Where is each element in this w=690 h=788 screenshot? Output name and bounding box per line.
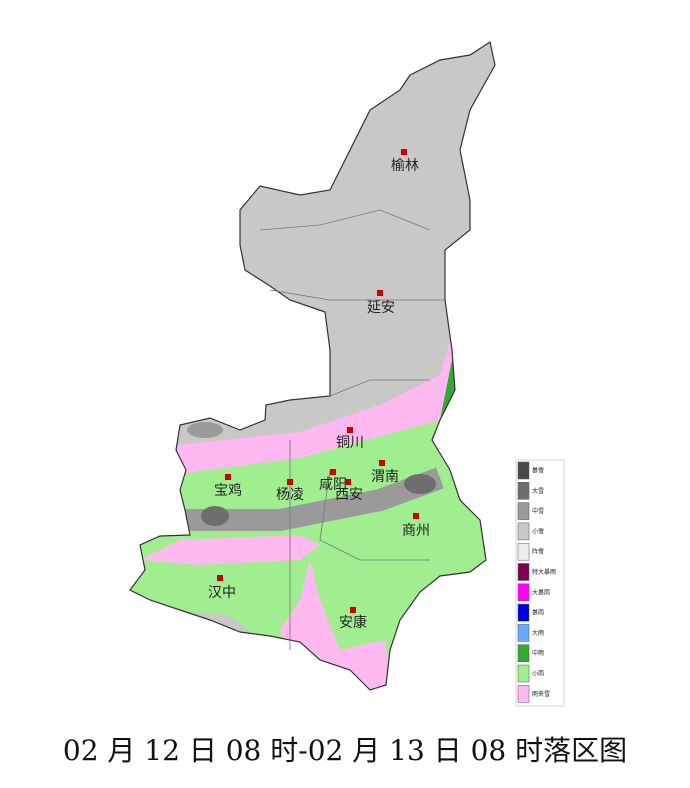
legend-label: 大雨 xyxy=(532,629,544,637)
city-label: 渭南 xyxy=(371,469,399,485)
caption: 02 月 12 日 08 时-02 月 13 日 08 时落区图 xyxy=(63,734,627,767)
city-label: 咸阳 xyxy=(319,477,347,493)
legend-swatch xyxy=(517,664,530,683)
city-marker xyxy=(330,469,336,475)
legend-label: 中雪 xyxy=(532,507,544,515)
legend-swatch xyxy=(517,583,530,602)
city-marker xyxy=(225,474,231,480)
city-marker xyxy=(217,575,223,581)
legend-label: 雨夹雪 xyxy=(532,690,550,698)
city-marker xyxy=(347,427,353,433)
legend-box xyxy=(515,459,565,707)
legend-swatch xyxy=(517,644,530,662)
legend-label: 小雪 xyxy=(532,527,544,535)
province-fill xyxy=(130,42,495,690)
legend-swatch xyxy=(517,624,530,642)
city-label: 榆林 xyxy=(391,158,419,174)
legend-label: 特大暴雨 xyxy=(532,568,556,576)
city-marker xyxy=(377,290,383,296)
city-label: 宝鸡 xyxy=(214,482,242,499)
legend-swatch xyxy=(517,482,530,500)
legend-swatch xyxy=(517,522,530,541)
city-label: 商州 xyxy=(402,523,430,539)
city-marker xyxy=(345,479,351,485)
city-marker xyxy=(401,149,407,155)
city-marker xyxy=(287,479,293,485)
legend-label: 小雨 xyxy=(532,670,544,678)
legend-label: 阵雪 xyxy=(532,548,544,556)
city-marker xyxy=(413,513,419,519)
city-marker xyxy=(350,607,356,613)
district-borders xyxy=(259,209,445,650)
legend-swatch xyxy=(517,461,530,480)
city-label: 延安 xyxy=(367,300,395,316)
city-label: 杨凌 xyxy=(276,487,304,503)
city-marker xyxy=(379,460,385,466)
legend-label: 中雨 xyxy=(532,649,544,657)
legend-swatch xyxy=(517,603,530,622)
legend-label: 大暴雨 xyxy=(532,588,550,596)
legend-label: 暴雨 xyxy=(532,610,544,617)
legend-swatch xyxy=(517,685,530,703)
city-label: 铜川 xyxy=(336,435,364,451)
legend-swatch xyxy=(517,502,530,520)
legend-label: 暴雪 xyxy=(532,468,544,475)
legend-label: 大雪 xyxy=(532,487,544,495)
legend-swatch xyxy=(517,542,530,561)
city-label: 西安 xyxy=(335,487,363,503)
city-label: 安康 xyxy=(339,614,367,631)
city-label: 汉中 xyxy=(208,585,236,601)
legend-swatch xyxy=(517,563,530,581)
